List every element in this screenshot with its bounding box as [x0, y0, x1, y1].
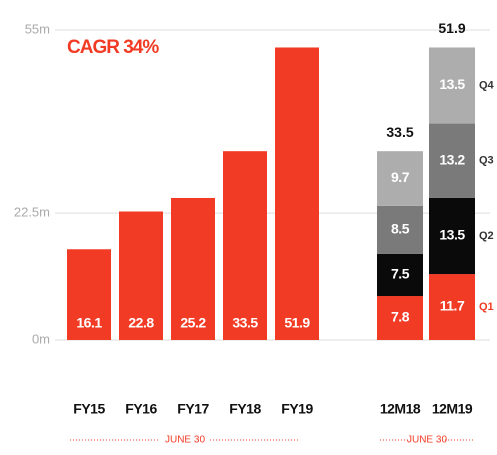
bar-value-label: 51.9	[284, 315, 310, 331]
segment-value-label: 13.5	[439, 76, 465, 92]
x-tick-label: FY15	[73, 401, 105, 417]
stack-segment	[377, 253, 423, 297]
x-tick-label: FY17	[177, 401, 209, 417]
stack-segment	[377, 151, 423, 206]
y-tick-label: 55m	[25, 21, 50, 36]
stack-segment	[377, 296, 423, 340]
stack-segment	[377, 205, 423, 254]
stack-segment	[429, 47, 475, 124]
bar-value-label: 25.2	[180, 315, 206, 331]
x-tick-label: 12M18	[380, 401, 421, 417]
segment-value-label: 11.7	[440, 298, 465, 314]
bar	[275, 47, 319, 341]
stack-total-label: 51.9	[438, 20, 465, 36]
stack-total-label: 33.5	[386, 124, 413, 140]
x-tick-label: FY18	[229, 401, 261, 417]
bar-value-label: 33.5	[232, 315, 258, 331]
bar	[223, 151, 267, 340]
legend-label: Q1	[479, 301, 494, 313]
stack-segment	[429, 123, 475, 198]
y-tick-label: 22.5m	[14, 205, 50, 220]
period-label: JUNE 30	[407, 435, 447, 446]
legend-label: Q2	[479, 230, 494, 242]
segment-value-label: 9.7	[391, 169, 410, 185]
x-tick-label: FY19	[281, 401, 313, 417]
stack-segment	[429, 274, 475, 340]
y-tick-label: 0m	[32, 331, 50, 346]
segment-value-label: 8.5	[391, 221, 410, 237]
x-tick-label: FY16	[125, 401, 157, 417]
bar-value-label: 22.8	[128, 315, 154, 331]
segment-value-label: 13.2	[439, 151, 465, 167]
cagr-annotation: CAGR 34%	[67, 37, 159, 58]
x-tick-label: 12M19	[432, 401, 473, 417]
bar	[119, 211, 163, 340]
bar	[171, 197, 215, 340]
stack-segment	[429, 197, 475, 275]
legend-label: Q3	[479, 155, 494, 167]
bar	[67, 249, 111, 340]
bar-value-label: 16.1	[76, 315, 102, 331]
segment-value-label: 7.5	[391, 266, 410, 282]
segment-value-label: 7.8	[391, 309, 410, 325]
legend-label: Q4	[479, 79, 495, 91]
segment-value-label: 13.5	[439, 227, 465, 243]
period-label: JUNE 30	[165, 435, 205, 446]
